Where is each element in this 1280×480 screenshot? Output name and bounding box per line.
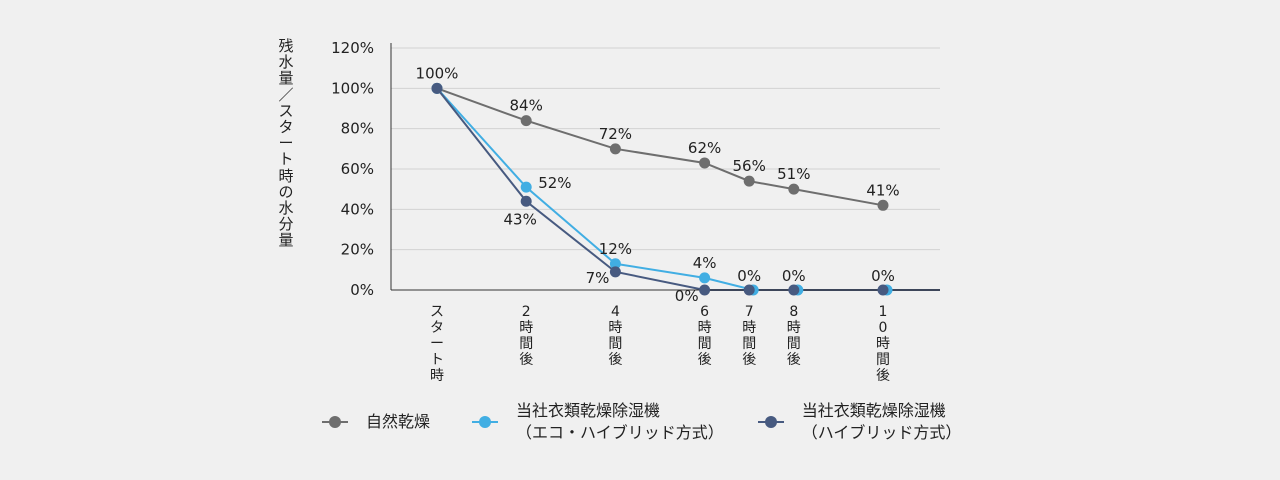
data-point xyxy=(431,82,443,94)
data-point xyxy=(743,284,755,296)
legend-item-hybrid: 当社衣類乾燥除湿機 （ハイブリッド方式） xyxy=(757,400,962,444)
y-tick-label: 80% xyxy=(341,120,374,138)
y-tick-label: 20% xyxy=(341,241,374,259)
x-tick-label: 4 時間後 xyxy=(608,304,622,368)
y-tick-label: 0% xyxy=(350,281,374,299)
data-point xyxy=(877,284,889,296)
x-tick-label: 6 時間後 xyxy=(698,304,712,368)
legend-label: 自然乾燥 xyxy=(366,412,431,431)
data-point xyxy=(699,284,711,296)
y-tick-label: 60% xyxy=(341,160,374,178)
legend-item-natural: 自然乾燥 xyxy=(322,411,430,433)
data-point xyxy=(699,157,711,169)
data-point xyxy=(788,284,800,296)
data-point xyxy=(609,266,621,278)
x-tick-label: 7 時間後 xyxy=(742,304,756,368)
legend: 自然乾燥 当社衣類乾燥除湿機 （エコ・ハイブリッド方式） 当社衣類乾燥除湿機 （ハイ… xyxy=(322,400,995,444)
data-label: 0% xyxy=(782,267,806,285)
series-line xyxy=(436,87,887,291)
data-label: 41% xyxy=(866,181,899,199)
data-label: 7% xyxy=(586,269,610,287)
x-tick-label: スタート時 xyxy=(430,304,444,384)
y-tick-label: 100% xyxy=(331,79,374,97)
line-chart: 0% 20% 40% 60% 80% 100% 120% スタート時 2 時間後 4 時間後 6 時間後 7… xyxy=(331,39,940,384)
data-label: 100% xyxy=(416,64,459,82)
legend-marker-eco-hybrid-icon xyxy=(472,416,499,428)
legend-marker-hybrid-icon xyxy=(757,416,784,428)
y-tick-label: 120% xyxy=(331,39,374,57)
data-label: 12% xyxy=(599,240,632,258)
legend-label: 当社衣類乾燥除湿機 xyxy=(516,401,661,420)
data-label: 0% xyxy=(675,287,699,305)
data-label: 72% xyxy=(599,125,632,143)
legend-label: 当社衣類乾燥除湿機 xyxy=(801,401,946,420)
legend-item-eco-hybrid: 当社衣類乾燥除湿機 （エコ・ハイブリッド方式） xyxy=(472,400,724,444)
legend-label-sub: （エコ・ハイブリッド方式） xyxy=(516,423,724,442)
data-label: 0% xyxy=(871,267,895,285)
data-point xyxy=(520,181,532,193)
data-label: 62% xyxy=(688,139,721,157)
data-label: 4% xyxy=(693,254,717,272)
y-axis-label: 残水量／スタート時の水分量 xyxy=(278,37,294,250)
data-point xyxy=(609,258,621,270)
data-label: 52% xyxy=(538,174,571,192)
data-point xyxy=(520,115,532,127)
data-point xyxy=(520,195,532,207)
data-point xyxy=(877,199,889,211)
series-line xyxy=(436,87,883,291)
legend-label-sub: （ハイブリッド方式） xyxy=(801,423,962,442)
y-tick-label: 40% xyxy=(341,200,374,218)
data-label: 84% xyxy=(510,97,543,115)
data-point xyxy=(788,183,800,195)
series-line xyxy=(436,87,884,207)
data-point xyxy=(743,175,755,187)
data-label: 51% xyxy=(777,165,810,183)
legend-marker-natural-icon xyxy=(322,416,348,428)
data-label: 0% xyxy=(737,267,761,285)
x-tick-label: 8 時間後 xyxy=(787,304,801,368)
data-label: 56% xyxy=(733,157,766,175)
x-tick-label: 1 0 時間後 xyxy=(876,304,890,384)
x-tick-label: 2 時間後 xyxy=(519,304,533,368)
data-point xyxy=(699,272,711,284)
data-point xyxy=(609,143,621,155)
data-label: 43% xyxy=(504,210,537,228)
